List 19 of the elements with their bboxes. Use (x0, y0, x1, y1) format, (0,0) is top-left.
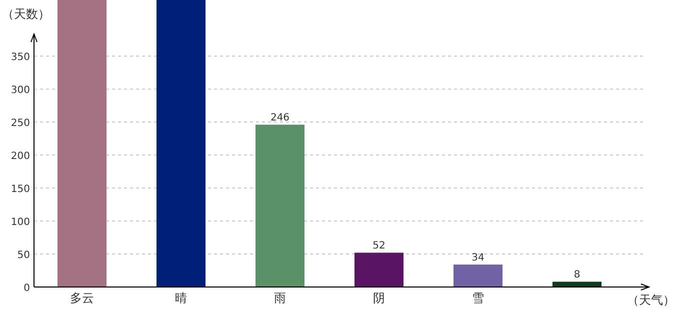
data-label: 8 (574, 270, 580, 281)
x-tick-label: 晴 (175, 291, 187, 305)
data-label: 246 (270, 112, 290, 124)
x-tick-label: 多云 (70, 291, 94, 305)
data-label: 52 (372, 240, 386, 252)
x-tick-label: 雪 (472, 291, 484, 305)
y-tick-label: 350 (10, 52, 30, 64)
x-axis-title: （天气） (627, 293, 675, 307)
y-tick-label: 200 (10, 151, 30, 162)
y-tick-label: 300 (10, 85, 30, 96)
data-label: 34 (472, 252, 484, 264)
y-axis-title: （天数） (2, 7, 50, 21)
x-tick-label: 阴 (373, 291, 385, 305)
y-tick-label: 150 (10, 184, 30, 196)
y-tick-label: 50 (17, 250, 30, 262)
y-tick-label: 0 (24, 283, 30, 294)
y-tick-label: 250 (10, 118, 30, 130)
y-tick-label: 100 (10, 217, 30, 228)
x-tick-label: 雨 (274, 291, 286, 305)
